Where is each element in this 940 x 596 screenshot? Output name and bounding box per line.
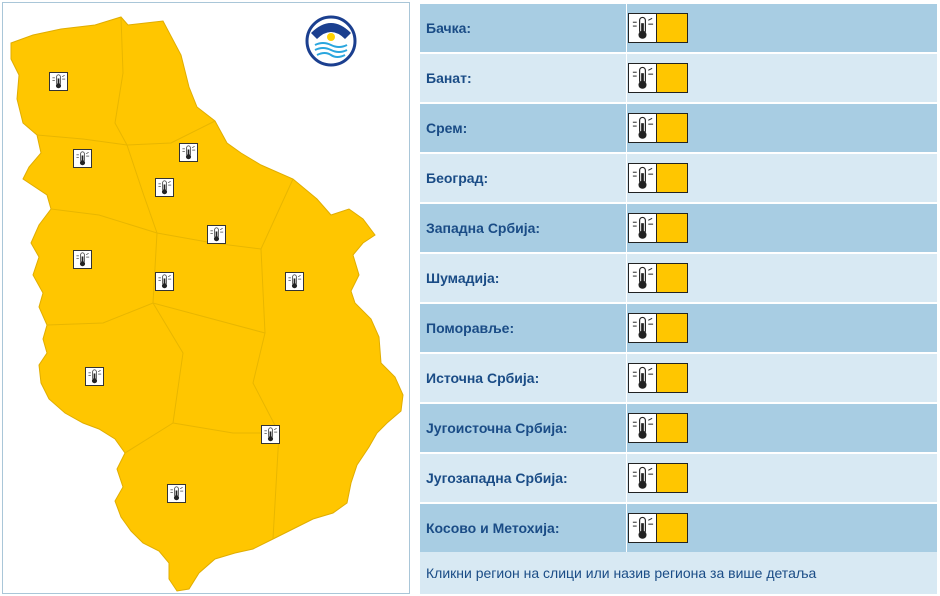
warning-indicator[interactable] <box>628 363 688 393</box>
map-thermometer-icon[interactable] <box>155 272 174 291</box>
region-label[interactable]: Западна Србија: <box>426 220 541 236</box>
thermometer-icon <box>629 64 657 92</box>
map-thermometer-icon[interactable] <box>85 367 104 386</box>
region-row-banat[interactable]: Банат: <box>420 54 937 102</box>
map-thermometer-icon[interactable] <box>179 143 198 162</box>
region-label[interactable]: Срем: <box>426 120 468 136</box>
warning-level-yellow <box>657 514 687 542</box>
thermometer-icon <box>629 164 657 192</box>
thermometer-icon <box>629 214 657 242</box>
map-thermometer-icon[interactable] <box>167 484 186 503</box>
map-thermometer-icon[interactable] <box>261 425 280 444</box>
thermometer-icon <box>629 414 657 442</box>
warning-level-yellow <box>657 414 687 442</box>
region-row-zapadna-srbija[interactable]: Западна Србија: <box>420 204 937 252</box>
thermometer-icon <box>629 464 657 492</box>
serbia-map[interactable] <box>3 3 411 595</box>
warning-level-yellow <box>657 114 687 142</box>
serbia-region-shape[interactable] <box>10 16 404 592</box>
warning-table: Бачка: Банат: Срем: Београд: Западна Срб… <box>420 2 937 594</box>
region-label[interactable]: Банат: <box>426 70 472 86</box>
warning-indicator[interactable] <box>628 113 688 143</box>
warning-level-yellow <box>657 464 687 492</box>
region-row-backa[interactable]: Бачка: <box>420 4 937 52</box>
map-thermometer-icon[interactable] <box>73 250 92 269</box>
region-label[interactable]: Шумадија: <box>426 270 500 286</box>
warning-level-yellow <box>657 264 687 292</box>
warning-level-yellow <box>657 364 687 392</box>
map-thermometer-icon[interactable] <box>155 178 174 197</box>
warning-level-yellow <box>657 164 687 192</box>
map-thermometer-icon[interactable] <box>285 272 304 291</box>
map-panel <box>2 2 410 594</box>
region-label[interactable]: Југоисточна Србија: <box>426 420 568 436</box>
warning-indicator[interactable] <box>628 63 688 93</box>
footer-hint-text: Кликни регион на слици или назив региона… <box>426 565 817 581</box>
warning-indicator[interactable] <box>628 263 688 293</box>
warning-level-yellow <box>657 214 687 242</box>
warning-indicator[interactable] <box>628 413 688 443</box>
region-row-sumadija[interactable]: Шумадија: <box>420 254 937 302</box>
region-row-kosovo-metohija[interactable]: Косово и Метохија: <box>420 504 937 552</box>
region-label[interactable]: Источна Србија: <box>426 370 540 386</box>
thermometer-icon <box>629 364 657 392</box>
map-thermometer-icon[interactable] <box>49 72 68 91</box>
thermometer-icon <box>629 314 657 342</box>
region-row-jugozapadna-srbija[interactable]: Југозападна Србија: <box>420 454 937 502</box>
region-label[interactable]: Косово и Метохија: <box>426 520 560 536</box>
warning-level-yellow <box>657 64 687 92</box>
warning-indicator[interactable] <box>628 163 688 193</box>
map-thermometer-icon[interactable] <box>207 225 226 244</box>
region-label[interactable]: Бачка: <box>426 20 472 36</box>
region-row-istocna-srbija[interactable]: Источна Србија: <box>420 354 937 402</box>
region-label[interactable]: Поморавље: <box>426 320 515 336</box>
warning-indicator[interactable] <box>628 513 688 543</box>
region-row-beograd[interactable]: Београд: <box>420 154 937 202</box>
thermometer-icon <box>629 514 657 542</box>
thermometer-icon <box>629 264 657 292</box>
thermometer-icon <box>629 114 657 142</box>
warning-level-yellow <box>657 314 687 342</box>
warning-indicator[interactable] <box>628 313 688 343</box>
map-thermometer-icon[interactable] <box>73 149 92 168</box>
thermometer-icon <box>629 14 657 42</box>
warning-indicator[interactable] <box>628 213 688 243</box>
footer-hint: Кликни регион на слици или назив региона… <box>420 552 937 594</box>
region-row-srem[interactable]: Срем: <box>420 104 937 152</box>
region-row-pomoravlje[interactable]: Поморавље: <box>420 304 937 352</box>
warning-indicator[interactable] <box>628 13 688 43</box>
warning-level-yellow <box>657 14 687 42</box>
region-row-jugoistocna-srbija[interactable]: Југоисточна Србија: <box>420 404 937 452</box>
region-label[interactable]: Југозападна Србија: <box>426 470 568 486</box>
region-label[interactable]: Београд: <box>426 170 489 186</box>
warning-indicator[interactable] <box>628 463 688 493</box>
rhmz-logo <box>305 15 357 75</box>
